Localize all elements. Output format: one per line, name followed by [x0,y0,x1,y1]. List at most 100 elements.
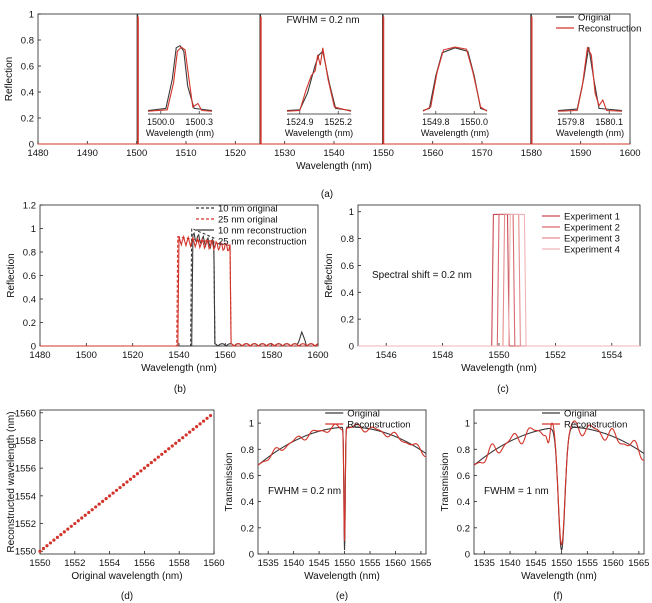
data-point [111,491,115,495]
x-tick-label: 1554 [99,558,120,569]
y-axis-label: Transmission [440,452,451,511]
data-point [184,433,188,437]
y-tick-label: 0.6 [241,471,254,482]
x-tick-label: 1556 [134,558,155,569]
data-point [69,524,73,528]
chart-e: 1535 1540 1545 1550 1555 1560 1565 0 0.2 0.4 0.6 0.… [224,409,431,603]
y-axis-label: Transmission [224,452,235,511]
y-tick-label: 1 [349,207,354,218]
y-tick-label: 0.4 [341,288,354,299]
y-tick-label: 0.6 [21,62,34,73]
x-tick-label: 1550 [29,558,50,569]
data-point [177,438,181,443]
inset-original-line [557,47,623,112]
x-tick-label: 1565 [410,558,431,569]
legend-label: Reconstruction [564,420,627,431]
y-axis-label: Reflection [324,253,335,297]
chart-a: 1480 1490 1500 1510 1520 1530 1540 1550 1560 1570… [4,10,641,201]
inset-x-label: Wavelength (nm) [285,128,353,138]
data-point [195,425,199,429]
x-tick-label: 1600 [619,148,640,159]
y-tick-label: 0.2 [341,315,354,326]
chart-d: 1550 1552 1554 1556 1558 1560 1550 1552 1554 1556… [6,408,225,602]
data-point [121,483,126,487]
data-point [174,441,178,445]
x-tick-label: 1600 [307,350,328,361]
y-tick-label: 0 [465,550,470,561]
legend-label: Experiment 1 [564,212,620,223]
x-tick-label: 1500 [126,148,147,159]
x-tick-label: 1552 [545,350,566,361]
data-point [188,430,192,434]
x-tick-label: 1555 [359,558,380,569]
data-point [114,488,119,492]
inset-tick-label: 1524.9 [286,117,314,127]
x-tick-label: 1560 [422,148,443,159]
data-point [38,549,42,553]
y-tick-label: 0.8 [23,248,36,259]
legend-label: Original [578,13,611,24]
data-point [80,516,84,520]
legend-label: Original [347,409,380,420]
data-point [52,538,56,542]
inset-tick-label: 1580.1 [595,117,623,127]
x-tick-label: 1480 [29,350,50,361]
y-tick-label: 0 [349,342,354,353]
data-point [163,449,167,454]
x-axis-label: Wavelength (nm) [304,571,380,582]
x-tick-label: 1580 [521,148,542,159]
y-tick-label: 1550 [15,547,36,558]
inset-original-line [286,50,352,112]
inset-tick-label: 1500.0 [147,117,175,127]
chart-c: 1546 1548 1550 1552 1554 0 0.2 0.4 0.6 0.8 1 Wavele… [324,204,641,395]
legend-label: Original [564,409,597,420]
data-point [41,546,46,551]
y-tick-label: 0.6 [457,471,470,482]
data-point [160,452,164,456]
x-tick-label: 1520 [122,350,143,361]
x-tick-label: 1548 [432,350,453,361]
legend-label: Experiment 4 [564,245,620,256]
x-axis-label: Original wavelength (nm) [71,571,182,582]
legend-label: 25 nm original [218,215,278,226]
plot-frame [473,409,645,555]
data-point [132,474,136,479]
annotation: FWHM = 0.2 nm [268,486,341,497]
x-tick-label: 1550 [551,558,572,569]
annotation: FWHM = 1 nm [484,486,549,497]
data-point [181,436,185,440]
y-tick-label: 0.2 [23,318,36,329]
x-axis-label: Wavelength (nm) [461,363,537,374]
y-axis-label: Reconstructed wavelength (nm) [6,411,17,552]
series-reconstruction-line [473,420,645,546]
y-tick-label: 0.8 [241,445,254,456]
legend-label: 25 nm reconstruction [218,237,307,248]
inset-x-label: Wavelength (nm) [421,128,489,138]
x-tick-label: 1552 [64,558,85,569]
inset-tick-label: 1500.3 [185,117,213,127]
data-point [198,422,202,426]
x-tick-label: 1510 [175,148,196,159]
legend-label: Experiment 3 [564,234,620,245]
chart-f: 1535 1540 1545 1550 1555 1560 1565 0 0.2 0.4 0.6 0.… [440,409,649,603]
series-reconstruction-line [257,423,426,541]
legend-label: Reconstruction [347,420,410,431]
data-point [101,499,105,503]
panel-caption: (c) [497,384,509,395]
data-point [45,544,49,548]
x-tick-label: 1560 [203,558,224,569]
x-tick-label: 1554 [601,350,622,361]
x-tick-label: 1490 [77,148,98,159]
x-axis-label: Wavelength (nm) [296,161,372,172]
data-point [62,530,66,534]
y-tick-label: 0.4 [23,295,36,306]
y-axis-label: Reflection [4,57,15,101]
x-tick-label: 1560 [385,558,406,569]
data-point [125,480,129,484]
y-tick-label: 0.8 [341,234,354,245]
y-tick-label: 0.6 [23,271,36,282]
y-tick-label: 0 [29,140,34,151]
legend-label: Experiment 2 [564,223,620,234]
y-tick-label: 0.2 [21,114,34,125]
